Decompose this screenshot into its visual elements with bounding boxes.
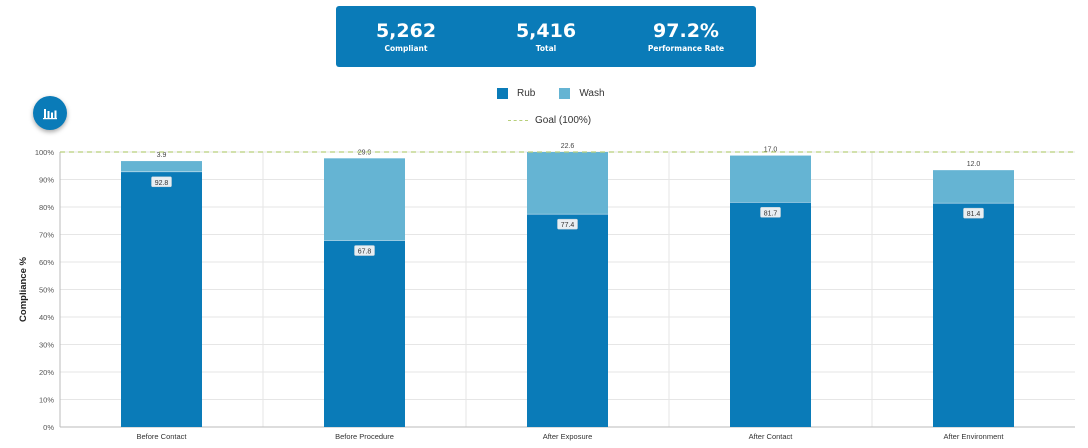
x-tick-label: After Contact [749,432,794,441]
y-tick-label: 30% [39,341,54,350]
bar-chart-icon [43,109,57,120]
bar-rub [527,214,608,427]
stat-value: 5,416 [515,19,577,42]
legend-label-rub: Rub [517,88,536,99]
bar-rub [324,240,405,427]
y-tick-label: 100% [35,148,55,157]
y-tick-label: 70% [39,231,54,240]
bar-wash [730,155,811,203]
y-tick-label: 0% [43,423,54,432]
data-label-rub: 81.7 [764,210,778,217]
legend-item-goal[interactable]: Goal (100%) [508,115,591,126]
data-label-rub: 67.8 [358,249,372,256]
data-label-box [557,218,578,230]
legend-goal-line [508,120,528,121]
stat-label: Compliant [384,43,428,53]
y-tick-label: 60% [39,258,54,267]
chart-legend: Rub Wash Goal (100%) [0,86,1088,130]
x-tick-label: Before Contact [136,432,187,441]
data-label-wash: 3.9 [157,152,167,159]
data-label-box [963,207,984,219]
stat-performance-rate: 97.2% Performance Rate [641,19,731,55]
bar-wash [527,152,608,215]
data-label-rub: 92.8 [155,180,169,187]
bar-rub [121,171,202,427]
bar-rub [933,203,1014,427]
legend-label-goal: Goal (100%) [535,115,592,126]
bar-wash [933,170,1014,204]
y-tick-label: 20% [39,368,54,377]
stat-value: 5,262 [375,19,437,42]
data-label-wash: 22.6 [561,143,575,150]
data-label-rub: 81.4 [967,211,981,218]
stat-total: 5,416 Total [501,19,591,55]
legend-swatch-wash [559,88,571,99]
y-tick-label: 40% [39,313,54,322]
y-tick-label: 50% [39,286,54,295]
x-tick-label: After Exposure [543,432,593,441]
x-tick-label: Before Procedure [335,432,394,441]
legend-item-wash[interactable]: Wash [559,88,605,99]
data-label-rub: 77.4 [561,222,575,229]
stat-compliant: 5,262 Compliant [361,19,451,55]
data-label-wash: 17.0 [764,147,778,154]
summary-panel: 5,262 Compliant 5,416 Total 97.2% Perfor… [336,6,756,67]
bar-rub [730,202,811,427]
y-tick-label: 90% [39,176,54,185]
stat-label: Performance Rate [647,43,725,53]
stat-label: Total [535,43,557,53]
chart-type-button[interactable] [33,96,67,130]
x-tick-label: After Environment [943,432,1004,441]
stat-value: 97.2% [653,19,719,42]
y-tick-label: 80% [39,203,54,212]
legend-swatch-rub [497,88,508,99]
data-label-box [151,176,172,188]
legend-item-rub[interactable]: Rub [497,88,535,99]
bar-wash [324,158,405,241]
data-label-box [354,245,375,256]
data-label-box [760,207,781,218]
legend-label-wash: Wash [579,88,605,99]
data-label-wash: 12.0 [967,161,981,168]
bar-wash [121,161,202,172]
data-label-wash: 29.9 [358,149,372,156]
y-axis-title: Compliance % [18,256,29,321]
y-tick-label: 10% [39,396,54,405]
